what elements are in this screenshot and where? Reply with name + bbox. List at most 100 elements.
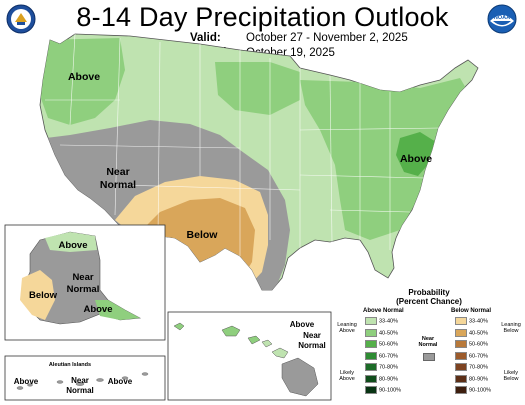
label-alaska-above-south: Above [83,304,112,315]
legend-above-range: 50-60% [379,341,398,348]
legend-leaning-above-1: Leaning [337,322,357,328]
label-hawaii-near-normal-2: Normal [298,341,326,350]
label-above-east: Above [400,153,432,165]
doc-seal-icon [6,4,36,34]
legend-above-range: 90-100% [379,387,402,394]
legend-below-range: 33-40% [469,318,488,325]
label-above-northwest: Above [68,71,100,83]
legend-above-range: 80-90% [379,375,398,382]
legend-below-swatch [455,363,467,371]
legend-above-row: 33-40% [365,317,398,325]
aleutian-island-chain [16,372,149,390]
legend-below-range: 50-60% [469,341,488,348]
legend-above-header: Above Normal [363,308,404,314]
label-alaska-near-normal-2: Normal [67,284,100,295]
legend-above-row: 90-100% [365,386,402,394]
label-hawaii-above: Above [290,320,315,329]
legend-below-range: 80-90% [469,375,488,382]
valid-label: Valid: [190,32,221,44]
legend-above-row: 60-70% [365,351,398,360]
legend-below-row: 40-50% [455,328,488,337]
legend-near-normal-swatch [423,353,435,361]
legend-below-range: 90-100% [469,387,492,394]
legend-below-swatch [455,340,467,348]
legend-below-row: 33-40% [455,317,488,325]
legend-near-normal-1: Near [421,336,435,342]
legend-leaning-below-2: Below [503,328,519,334]
legend-below-range: 70-80% [469,364,488,371]
legend-likely-below-2: Below [503,376,519,382]
hawaii-islands [173,322,319,397]
legend-below-row: 60-70% [455,351,488,360]
legend-above-row: 50-60% [365,340,398,348]
label-aleutian-title: Aleutian Islands [49,362,91,368]
label-aleutian-above-2: Above [108,377,133,386]
legend-above-range: 33-40% [379,318,398,325]
legend-above-swatch [365,340,377,348]
aleutian-inset-frame [4,355,166,401]
legend-above-swatch [365,351,377,360]
legend-above-range: 60-70% [379,352,398,359]
legend-above-swatch [365,317,377,325]
legend-leaning-below: Leaning Below [497,322,525,334]
legend-likely-above-2: Above [339,376,355,382]
legend-above-swatch [365,328,377,337]
legend-above-range: 40-50% [379,329,398,336]
legend-above-swatch [365,386,377,394]
label-below-southwest: Below [187,229,219,241]
alaska-above-south-region [95,300,140,320]
legend-title-2: (Percent Chance) [396,297,462,306]
legend-below-header: Below Normal [451,308,492,314]
legend-below-row: 80-90% [455,374,488,383]
legend-likely-below: Likely Below [497,370,525,382]
legend-below-swatch [455,351,467,360]
probability-legend: Probability (Percent Chance) Above Norma… [333,288,525,405]
legend-below-range: 40-50% [469,329,488,336]
legend-leaning-below-1: Leaning [501,322,521,328]
alaska-above-north-region [45,232,97,252]
noaa-logo-text: NOAA [494,15,510,21]
legend-below-range: 60-70% [469,352,488,359]
legend-below-swatch [455,386,467,394]
legend-below-row: 70-80% [455,363,488,371]
northwest-above-40-50-region [40,38,125,125]
legend-likely-above: Likely Above [333,370,361,382]
label-near-normal-west-1: Near [106,166,129,178]
legend-leaning-above: Leaning Above [333,322,361,334]
legend-below-row: 50-60% [455,340,488,348]
legend-below-swatch [455,317,467,325]
valid-dates: Valid: October 27 - November 2, 2025 [190,32,408,44]
label-alaska-below: Below [29,290,58,301]
noaa-logo-icon: NOAA [487,4,517,34]
east-above-40-50-region [300,78,470,240]
state-borders [45,33,441,256]
alaska-below-region [20,270,55,320]
legend-below-swatch [455,328,467,337]
label-near-normal-west-2: Normal [100,179,136,191]
label-hawaii-near-normal-1: Near [303,331,321,340]
label-aleutian-above-1: Above [14,377,39,386]
label-aleutian-near-normal-1: Near [71,376,89,385]
northcentral-above-40-50-region [215,62,300,115]
valid-value: October 27 - November 2, 2025 [246,32,408,44]
legend-likely-below-1: Likely [503,370,519,376]
east-above-50-60-region [396,132,436,176]
legend-leaning-above-2: Above [339,328,355,334]
page-title: 8-14 Day Precipitation Outlook [76,2,449,32]
legend-below-swatch [455,374,467,383]
legend-above-row: 70-80% [365,363,398,371]
legend-above-range: 70-80% [379,364,398,371]
legend-below-row: 90-100% [455,386,492,394]
legend-above-row: 40-50% [365,328,398,337]
label-aleutian-near-normal-2: Normal [66,386,94,395]
legend-near-normal-label: Near Normal [417,336,439,348]
label-alaska-above-north: Above [58,240,87,251]
legend-title-1: Probability [408,288,450,297]
legend-near-normal-2: Normal [418,342,438,348]
label-alaska-near-normal-1: Near [72,272,93,283]
legend-likely-above-1: Likely [339,370,355,376]
legend-above-row: 80-90% [365,374,398,383]
legend-above-swatch [365,363,377,371]
